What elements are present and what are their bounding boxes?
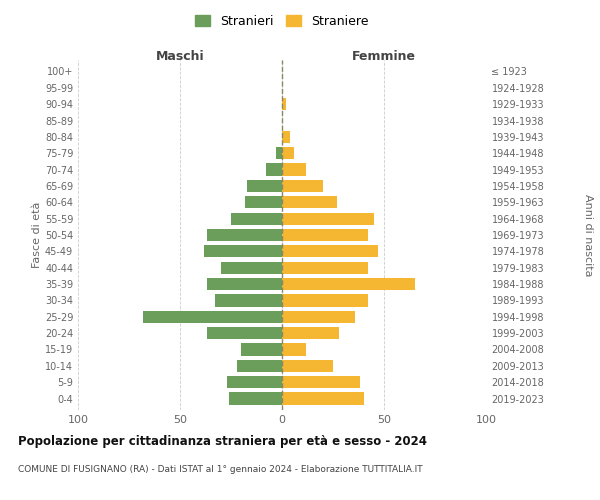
Bar [282,376,359,388]
Legend: Stranieri, Straniere: Stranieri, Straniere [191,11,373,32]
Bar [143,310,282,323]
Text: Maschi: Maschi [155,50,205,64]
Bar [282,344,307,355]
Bar [282,360,333,372]
Bar [231,212,282,225]
Bar [282,98,286,110]
Bar [205,245,282,258]
Bar [247,180,282,192]
Bar [282,212,374,225]
Bar [282,392,364,404]
Y-axis label: Fasce di età: Fasce di età [32,202,42,268]
Bar [282,294,368,306]
Bar [206,278,282,290]
Bar [227,376,282,388]
Bar [206,229,282,241]
Bar [282,130,290,143]
Bar [282,262,368,274]
Bar [282,180,323,192]
Bar [241,344,282,355]
Bar [282,278,415,290]
Text: Femmine: Femmine [352,50,416,64]
Bar [206,327,282,340]
Bar [282,327,339,340]
Bar [245,196,282,208]
Bar [276,147,282,160]
Y-axis label: Anni di nascita: Anni di nascita [583,194,593,276]
Bar [229,392,282,404]
Bar [282,245,378,258]
Text: COMUNE DI FUSIGNANO (RA) - Dati ISTAT al 1° gennaio 2024 - Elaborazione TUTTITAL: COMUNE DI FUSIGNANO (RA) - Dati ISTAT al… [18,465,422,474]
Bar [282,310,355,323]
Bar [215,294,282,306]
Bar [266,164,282,175]
Bar [282,147,294,160]
Bar [282,164,307,175]
Bar [282,229,368,241]
Bar [237,360,282,372]
Bar [282,196,337,208]
Bar [221,262,282,274]
Text: Popolazione per cittadinanza straniera per età e sesso - 2024: Popolazione per cittadinanza straniera p… [18,435,427,448]
